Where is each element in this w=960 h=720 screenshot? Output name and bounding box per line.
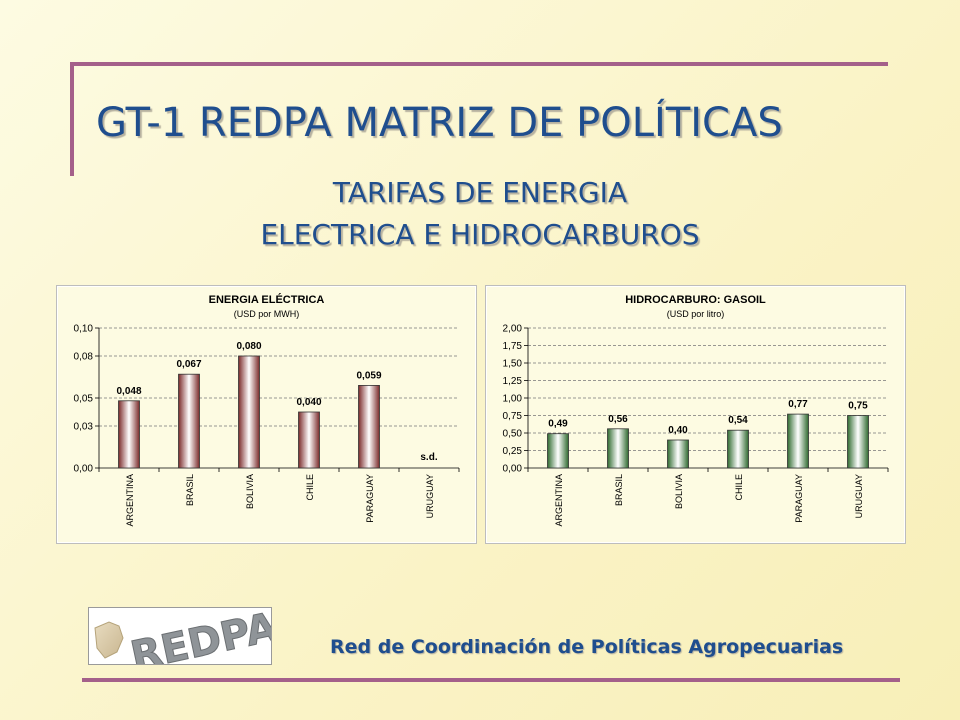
bar-argentina bbox=[547, 433, 569, 469]
slide-subtitle-line1: TARIFAS DE ENERGIA bbox=[332, 176, 628, 209]
redpa-logo-graphic: REDPA bbox=[89, 608, 271, 664]
y-tick-label: 0,25 bbox=[503, 446, 523, 457]
y-tick-label: 0,75 bbox=[503, 411, 523, 422]
x-tick-label: CHILE bbox=[734, 474, 744, 501]
x-tick-label: URUGUAY bbox=[854, 474, 864, 518]
bar-brasil bbox=[178, 373, 200, 469]
data-label: 0,54 bbox=[728, 415, 748, 426]
data-label: 0,75 bbox=[848, 401, 868, 412]
data-label: s.d. bbox=[420, 452, 437, 463]
y-tick-label: 0,50 bbox=[503, 429, 523, 440]
chart-subtitle: (USD por litro) bbox=[667, 309, 725, 319]
y-tick-label: 0,05 bbox=[74, 394, 94, 405]
chart-subtitle: (USD por MWH) bbox=[234, 309, 300, 319]
bar-paraguay bbox=[358, 385, 380, 469]
bar-bolivia bbox=[667, 439, 689, 469]
y-tick-label: 0,00 bbox=[74, 464, 94, 475]
data-label: 0,080 bbox=[236, 341, 261, 352]
y-tick-label: 1,75 bbox=[503, 341, 523, 352]
data-label: 0,059 bbox=[356, 370, 381, 381]
x-tick-label: CHILE bbox=[305, 474, 315, 501]
redpa-logo: REDPA bbox=[88, 607, 272, 665]
bar-bolivia bbox=[238, 355, 260, 469]
electricity-chart: ENERGIA ELÉCTRICA (USD por MWH) 0,00 0,03 0,… bbox=[56, 285, 477, 544]
bar-chile bbox=[298, 411, 320, 469]
x-tick-label: BRASIL bbox=[614, 474, 624, 506]
footer-organization-name: Red de Coordinación de Políticas Agropec… bbox=[330, 636, 844, 658]
y-tick-label: 1,25 bbox=[503, 376, 523, 387]
x-tick-label: URUGUAY bbox=[425, 474, 435, 518]
bottom-rule bbox=[82, 678, 900, 682]
x-tick-label: BRASIL bbox=[185, 474, 195, 506]
y-tick-label: 0,10 bbox=[74, 324, 94, 335]
data-label: 0,40 bbox=[668, 425, 688, 436]
y-tick-label: 1,50 bbox=[503, 359, 523, 370]
electricity-chart-svg: ENERGIA ELÉCTRICA (USD por MWH) 0,00 0,03 0,… bbox=[74, 293, 460, 527]
y-tick-label: 0,00 bbox=[503, 464, 523, 475]
data-label: 0,49 bbox=[548, 419, 568, 430]
y-tick-label: 1,00 bbox=[503, 394, 523, 405]
bar-uruguay bbox=[847, 415, 869, 469]
bar-brasil bbox=[607, 428, 629, 469]
data-label: 0,040 bbox=[296, 397, 321, 408]
data-label: 0,77 bbox=[788, 399, 808, 410]
x-tick-label: ARGENTINA bbox=[125, 474, 135, 527]
y-tick-label: 0,08 bbox=[74, 352, 94, 363]
x-tick-label: ARGENTINA bbox=[554, 474, 564, 527]
y-tick-label: 2,00 bbox=[503, 324, 523, 335]
bar-paraguay bbox=[787, 413, 809, 469]
data-label: 0,067 bbox=[176, 359, 201, 370]
x-tick-label: PARAGUAY bbox=[794, 474, 804, 523]
bar-argentina bbox=[118, 400, 140, 469]
x-tick-label: BOLIVIA bbox=[245, 474, 255, 509]
top-rule bbox=[70, 62, 888, 66]
chart-title: HIDROCARBURO: GASOIL bbox=[625, 294, 766, 306]
x-tick-label: PARAGUAY bbox=[365, 474, 375, 523]
chart-title: ENERGIA ELÉCTRICA bbox=[209, 293, 325, 306]
data-label: 0,048 bbox=[116, 386, 141, 397]
bar-chile bbox=[727, 429, 749, 469]
left-rule bbox=[70, 62, 74, 176]
y-tick-label: 0,03 bbox=[74, 422, 94, 433]
slide-title: GT-1 REDPA MATRIZ DE POLÍTICAS bbox=[96, 100, 783, 146]
x-tick-label: BOLIVIA bbox=[674, 474, 684, 509]
gasoil-chart: HIDROCARBURO: GASOIL (USD por litro) 0,00 0… bbox=[485, 285, 906, 544]
gasoil-chart-svg: HIDROCARBURO: GASOIL (USD por litro) 0,00 0… bbox=[503, 294, 889, 527]
data-label: 0,56 bbox=[608, 414, 628, 425]
slide-subtitle-line2: ELECTRICA E HIDROCARBUROS bbox=[260, 218, 700, 251]
